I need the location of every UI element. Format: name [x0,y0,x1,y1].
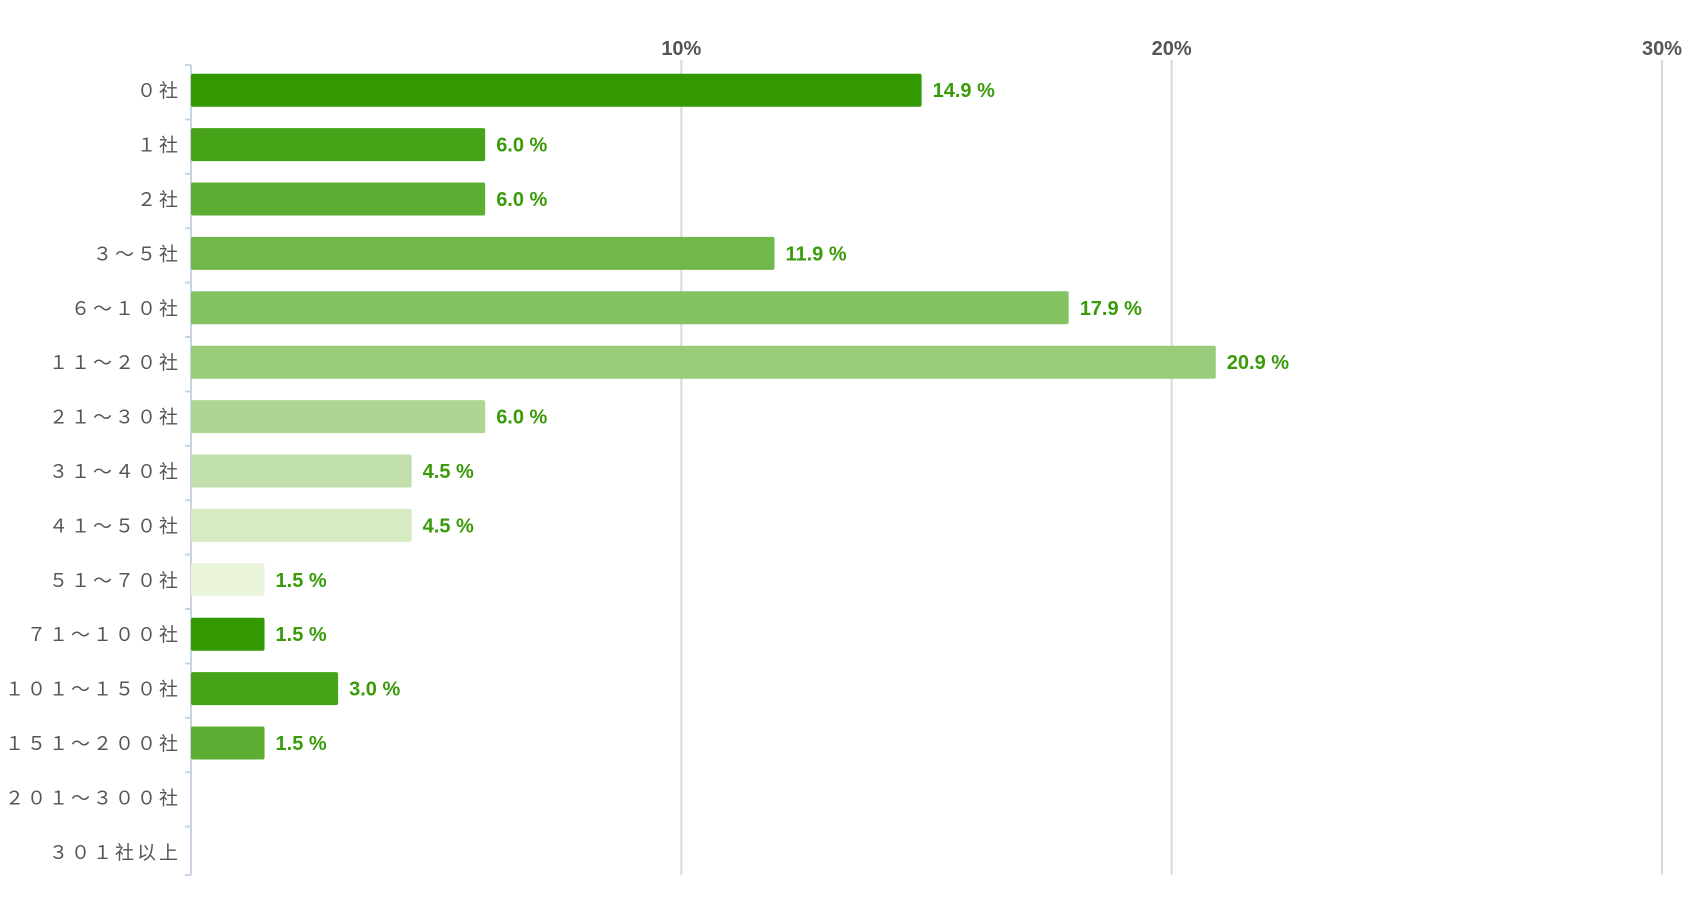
category-label: １社 [137,135,181,157]
bar [191,291,1069,325]
data-label: 14.9 % [933,80,995,102]
category-label: ２社 [137,189,181,211]
category-label: ４１～５０社 [49,515,181,537]
gridlines [680,60,1663,875]
bar [191,617,265,651]
category-label: ２１～３０社 [49,407,181,429]
data-label: 4.5 % [423,461,474,483]
data-label: 3.0 % [349,679,400,701]
data-label: 1.5 % [276,570,327,592]
bar [191,345,1216,379]
bar [191,726,265,760]
data-label: 17.9 % [1080,298,1142,320]
bar [191,73,922,107]
labels: 10% 20% 30% ０社 14.9 % １社 6.0 % ２社 6.0 % ３～５社 11.9 … [5,38,1682,864]
data-label: 4.5 % [423,515,474,537]
category-label: ２０１～３００社 [5,787,181,809]
bar [191,182,486,216]
category-label: ０社 [137,80,181,102]
axes [185,64,192,876]
bar [191,672,339,706]
bar [191,454,412,488]
category-label: １１～２０社 [49,352,181,374]
bar [191,236,775,270]
x-tick-label: 10% [661,38,701,60]
bar [191,128,486,162]
x-tick-label: 30% [1642,38,1682,60]
bar [191,508,412,542]
category-label: ７１～１００社 [27,624,181,646]
x-tick-label: 20% [1152,38,1192,60]
category-label: ３１～４０社 [49,461,181,483]
category-label: ６～１０社 [71,298,181,320]
bar [191,563,265,597]
data-label: 20.9 % [1227,352,1289,374]
data-label: 1.5 % [276,733,327,755]
category-label: ３～５社 [93,243,181,265]
data-label: 1.5 % [276,624,327,646]
data-label: 6.0 % [496,135,547,157]
category-label: ５１～７０社 [49,570,181,592]
category-label: １５１～２００社 [5,733,181,755]
data-label: 6.0 % [496,189,547,211]
bars [191,73,1216,760]
data-label: 11.9 % [785,243,846,265]
category-label: １０１～１５０社 [5,679,181,701]
category-label: ３０１社以上 [49,842,181,864]
bar [191,400,486,434]
data-label: 6.0 % [496,407,547,429]
